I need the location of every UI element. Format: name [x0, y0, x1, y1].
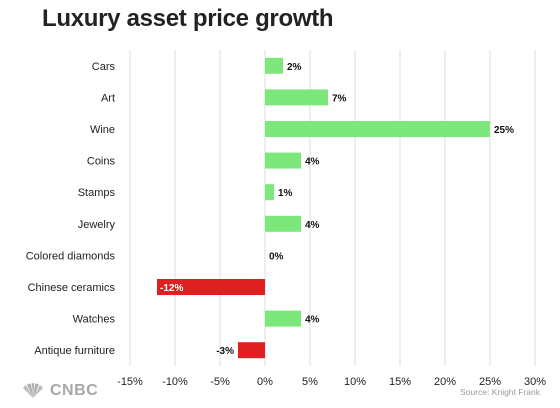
x-tick-label: 20%: [434, 376, 456, 388]
value-label: 4%: [305, 315, 320, 326]
x-tick-label: 25%: [479, 376, 501, 388]
bar: [238, 342, 265, 359]
category-label: Art: [101, 92, 115, 104]
value-label: 0%: [269, 251, 284, 262]
bar: [265, 121, 490, 137]
bar: [265, 152, 301, 169]
value-label: 4%: [305, 220, 320, 231]
x-tick-label: -15%: [117, 376, 143, 388]
bar: [265, 310, 301, 327]
bar: [265, 89, 328, 106]
category-label: Watches: [73, 314, 116, 326]
source-note: Source: Knight Frank: [460, 387, 540, 397]
category-label: Chinese ceramics: [28, 282, 116, 294]
category-label: Wine: [90, 124, 115, 136]
chart-title: Luxury asset price growth: [42, 5, 334, 32]
category-label: Colored diamonds: [26, 250, 116, 262]
logo-text: CNBC: [50, 382, 99, 399]
x-tick-label: 30%: [524, 376, 546, 388]
value-label: 2%: [287, 62, 302, 73]
peacock-icon: [23, 383, 43, 398]
category-label: Stamps: [78, 187, 116, 199]
bar: [265, 215, 301, 232]
x-tick-label: 15%: [389, 376, 411, 388]
x-tick-label: 0%: [257, 376, 273, 388]
category-label: Antique furniture: [34, 345, 115, 357]
bar: [265, 57, 283, 74]
value-label: 25%: [494, 125, 514, 136]
cnbc-logo: CNBC: [20, 382, 98, 400]
value-label: -12%: [160, 283, 183, 294]
x-tick-label: 10%: [344, 376, 366, 388]
bar: [157, 279, 265, 295]
value-label: 7%: [332, 93, 347, 104]
category-label: Cars: [92, 61, 116, 73]
value-label: -3%: [216, 346, 234, 357]
value-label: 1%: [278, 188, 293, 199]
category-label: Coins: [87, 156, 116, 168]
x-tick-label: -10%: [162, 376, 188, 388]
x-tick-label: -5%: [210, 376, 230, 388]
bar: [265, 184, 274, 201]
value-label: 4%: [305, 157, 320, 168]
x-tick-label: 5%: [302, 376, 318, 388]
category-label: Jewelry: [78, 219, 116, 231]
